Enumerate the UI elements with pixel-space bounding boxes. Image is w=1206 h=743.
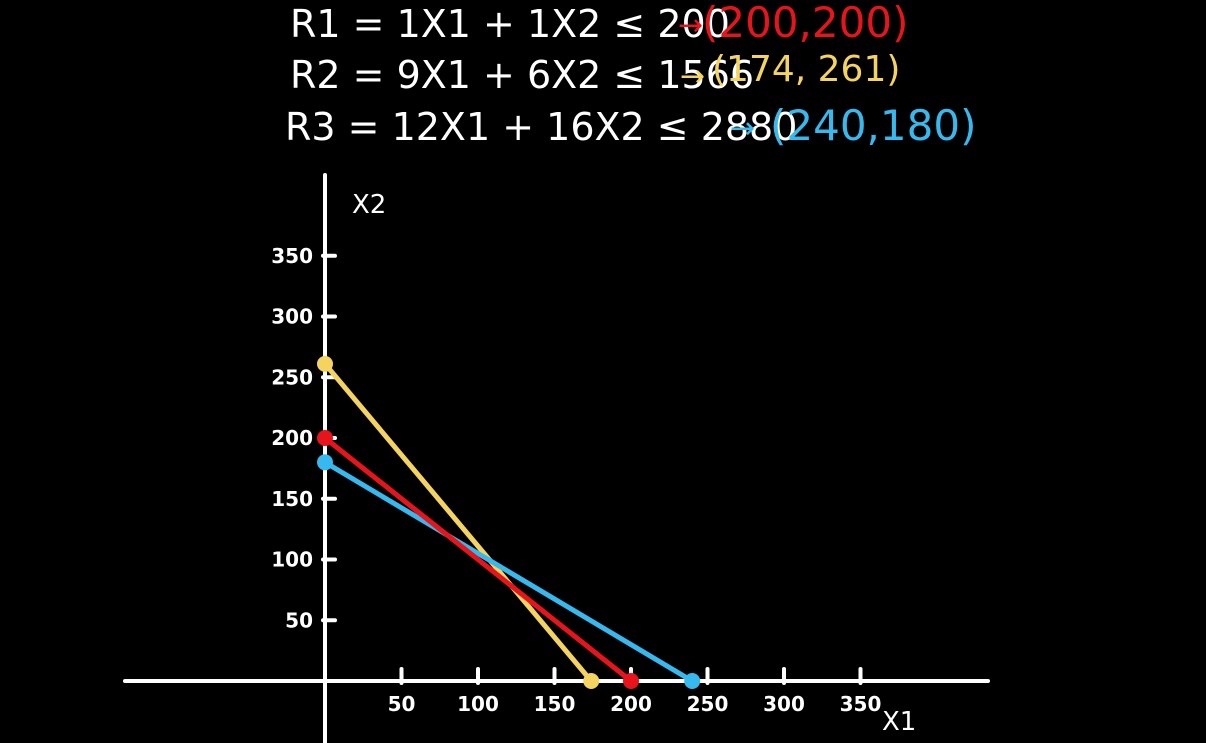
y-tick-label-250: 250 bbox=[271, 365, 313, 389]
series-line-r3 bbox=[322, 459, 695, 684]
x-tick-label-200: 200 bbox=[610, 692, 652, 716]
y-axis-title: X2 bbox=[352, 190, 386, 220]
x-tick-label-100: 100 bbox=[457, 692, 499, 716]
series-point-r2-0 bbox=[317, 355, 333, 372]
x-tick-label-300: 300 bbox=[763, 692, 805, 716]
series-point-r3-0 bbox=[317, 454, 333, 471]
point-r1: (200,200) bbox=[702, 0, 909, 47]
arrow-r3: → bbox=[730, 111, 756, 146]
x-tick-label-250: 250 bbox=[687, 692, 729, 716]
axes: 50 100 150 200 250 300 350 50 100 150 200 250 300 350 bbox=[123, 173, 990, 743]
equation-r1-text: R1 = 1X1 + 1X2 ≤ 200 bbox=[290, 2, 730, 46]
y-tick-label-100: 100 bbox=[271, 548, 313, 572]
equation-r3-text: R3 = 12X1 + 16X2 ≤ 2880 bbox=[285, 105, 798, 149]
series-line-r1 bbox=[322, 435, 634, 684]
series-point-r1-0 bbox=[317, 430, 333, 446]
series-line-r2 bbox=[322, 361, 594, 684]
point-r3: (240,180) bbox=[770, 101, 977, 150]
arrow-r1: → bbox=[678, 8, 704, 43]
y-tick-label-50: 50 bbox=[285, 608, 313, 632]
point-r2: (174, 261) bbox=[712, 49, 901, 90]
y-tick-label-200: 200 bbox=[271, 426, 313, 450]
series-layer bbox=[317, 355, 701, 689]
arrow-r2: → bbox=[680, 59, 706, 94]
series-point-r3-1 bbox=[684, 673, 701, 689]
y-tick-label-350: 350 bbox=[271, 244, 313, 268]
y-tick-label-300: 300 bbox=[271, 305, 313, 329]
x-axis-title: X1 bbox=[882, 707, 916, 737]
series-point-r2-1 bbox=[583, 673, 600, 689]
x-tick-label-150: 150 bbox=[534, 692, 576, 716]
series-point-r1-1 bbox=[623, 673, 639, 689]
x-tick-label-50: 50 bbox=[388, 692, 416, 716]
y-tick-label-150: 150 bbox=[271, 487, 313, 511]
x-tick-label-350: 350 bbox=[840, 692, 882, 716]
equation-r2-text: R2 = 9X1 + 6X2 ≤ 1566 bbox=[290, 53, 755, 97]
